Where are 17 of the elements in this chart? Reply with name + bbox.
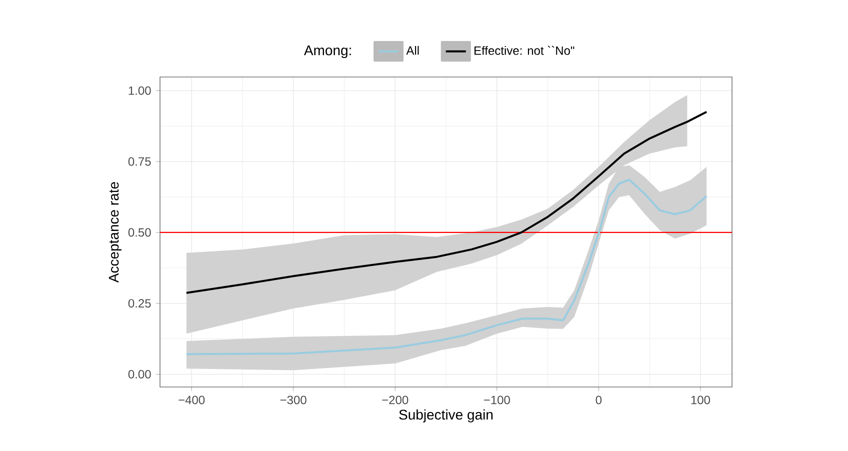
y-tick-label: 1.00 bbox=[128, 86, 151, 95]
x-axis-title: Subjective gain bbox=[399, 409, 493, 422]
legend-label: All bbox=[406, 46, 419, 55]
y-tick-label: 0.25 bbox=[128, 299, 151, 308]
x-tick-label: −400 bbox=[178, 396, 205, 404]
y-tick-label: 0.75 bbox=[128, 157, 151, 166]
x-tick-label: −200 bbox=[382, 396, 408, 404]
y-axis-title: Acceptance rate bbox=[108, 182, 122, 283]
line-series bbox=[185, 110, 708, 294]
legend-title: Among: bbox=[304, 46, 351, 58]
x-tick-label: 100 bbox=[691, 396, 710, 404]
x-tick-label: −300 bbox=[280, 396, 306, 404]
y-tick-label: 0.50 bbox=[128, 228, 151, 237]
x-tick-label: −100 bbox=[484, 396, 510, 404]
y-tick-label: 0.00 bbox=[128, 370, 151, 378]
legend-label: Effective: not ``No" bbox=[474, 46, 574, 55]
x-tick-label: 0 bbox=[596, 396, 602, 404]
